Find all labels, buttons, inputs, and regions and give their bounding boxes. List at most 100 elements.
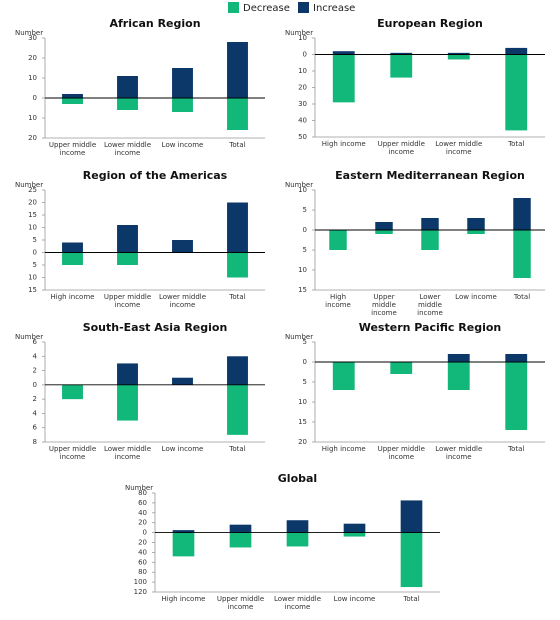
bar [117, 225, 138, 253]
y-tick-label: 50 [298, 133, 307, 141]
y-tick-label: 10 [28, 114, 37, 122]
y-tick-label: 100 [134, 578, 147, 586]
x-tick-label: Lower middle income [435, 140, 482, 156]
x-tick-label: High income [162, 595, 206, 603]
legend-swatch-decrease [228, 2, 239, 13]
bar [172, 68, 193, 98]
y-tick-label: 30 [298, 100, 307, 108]
legend-label: Increase [313, 3, 355, 14]
bar [229, 532, 252, 548]
bar [117, 252, 138, 265]
bar [447, 52, 470, 55]
y-tick-label: 20 [28, 199, 37, 207]
y-tick-label: 10 [298, 186, 307, 194]
x-tick-label: Low income [162, 141, 204, 149]
bar [172, 530, 195, 533]
bar [467, 218, 485, 230]
y-tick-label: 4 [33, 352, 38, 360]
chart-title: European Region [377, 17, 483, 30]
x-tick-label: Low income [162, 445, 204, 453]
y-axis-label: Number [125, 484, 153, 492]
x-tick-label: Total [228, 141, 245, 149]
x-tick-label: Lower middle income [159, 293, 206, 309]
y-tick-label: 40 [138, 509, 147, 517]
bar [62, 94, 83, 98]
bar [332, 51, 355, 55]
x-tick-label: Total [507, 140, 524, 148]
x-tick-label: Low income [455, 293, 497, 301]
y-tick-label: 20 [28, 54, 37, 62]
y-tick-label: 5 [303, 378, 307, 386]
y-axis-label: Number [285, 333, 313, 341]
chart-title: African Region [109, 17, 200, 30]
y-tick-label: 0 [303, 226, 307, 234]
y-tick-label: 0 [303, 51, 307, 59]
legend-label: Decrease [243, 3, 290, 14]
bar [117, 363, 138, 385]
bar [421, 230, 439, 250]
y-tick-label: 15 [28, 286, 37, 294]
y-tick-label: 40 [298, 117, 307, 125]
y-tick-label: 5 [303, 338, 307, 346]
y-tick-label: 5 [303, 246, 307, 254]
y-tick-label: 10 [298, 34, 307, 42]
legend-swatch-increase [298, 2, 309, 13]
y-tick-label: 0 [33, 381, 37, 389]
y-tick-label: 10 [298, 398, 307, 406]
y-tick-label: 4 [33, 409, 38, 417]
y-tick-label: 0 [303, 358, 307, 366]
x-tick-label: Total [228, 293, 245, 301]
y-tick-label: 25 [28, 186, 37, 194]
y-axis-label: Number [15, 333, 43, 341]
y-tick-label: 0 [33, 94, 37, 102]
bar [62, 242, 83, 253]
chart-title: South-East Asia Region [83, 321, 228, 334]
bar [505, 54, 528, 131]
y-tick-label: 2 [33, 395, 37, 403]
y-tick-label: 8 [33, 438, 37, 446]
bar [505, 354, 528, 362]
y-tick-label: 10 [28, 274, 37, 282]
x-tick-label: Upper middle income [104, 293, 151, 309]
bar [332, 362, 355, 390]
y-axis-label: Number [285, 181, 313, 189]
y-tick-label: 2 [33, 367, 37, 375]
bar [286, 532, 309, 547]
bar [172, 240, 193, 253]
y-tick-label: 20 [298, 438, 307, 446]
y-tick-label: 15 [298, 418, 307, 426]
bar [513, 198, 531, 230]
y-tick-label: 10 [298, 266, 307, 274]
x-tick-label: Lower middle income [435, 445, 482, 461]
bar [447, 354, 470, 362]
y-tick-label: 5 [33, 261, 37, 269]
bar [400, 532, 423, 588]
bar [117, 98, 138, 110]
x-tick-label: High income [322, 140, 366, 148]
y-tick-label: 80 [138, 568, 147, 576]
chart-title: Region of the Americas [83, 169, 228, 182]
bar [172, 377, 193, 385]
y-tick-label: 20 [298, 84, 307, 92]
bar [172, 98, 193, 112]
y-tick-label: 120 [134, 588, 147, 596]
x-tick-label: Total [402, 595, 419, 603]
bar [505, 47, 528, 55]
x-tick-label: High income [325, 293, 351, 309]
y-axis-label: Number [15, 181, 43, 189]
bar [375, 222, 393, 230]
bar [229, 524, 252, 533]
bar [227, 98, 248, 130]
y-tick-label: 30 [28, 34, 37, 42]
bar [467, 230, 485, 234]
bar [62, 98, 83, 104]
bar [400, 500, 423, 533]
x-tick-label: Upper middle income [217, 595, 264, 611]
y-axis-label: Number [15, 29, 43, 37]
chart-title: Eastern Mediterranean Region [335, 169, 525, 182]
y-tick-label: 10 [28, 224, 37, 232]
y-tick-label: 15 [28, 211, 37, 219]
y-tick-label: 60 [138, 558, 147, 566]
bar [390, 52, 413, 55]
